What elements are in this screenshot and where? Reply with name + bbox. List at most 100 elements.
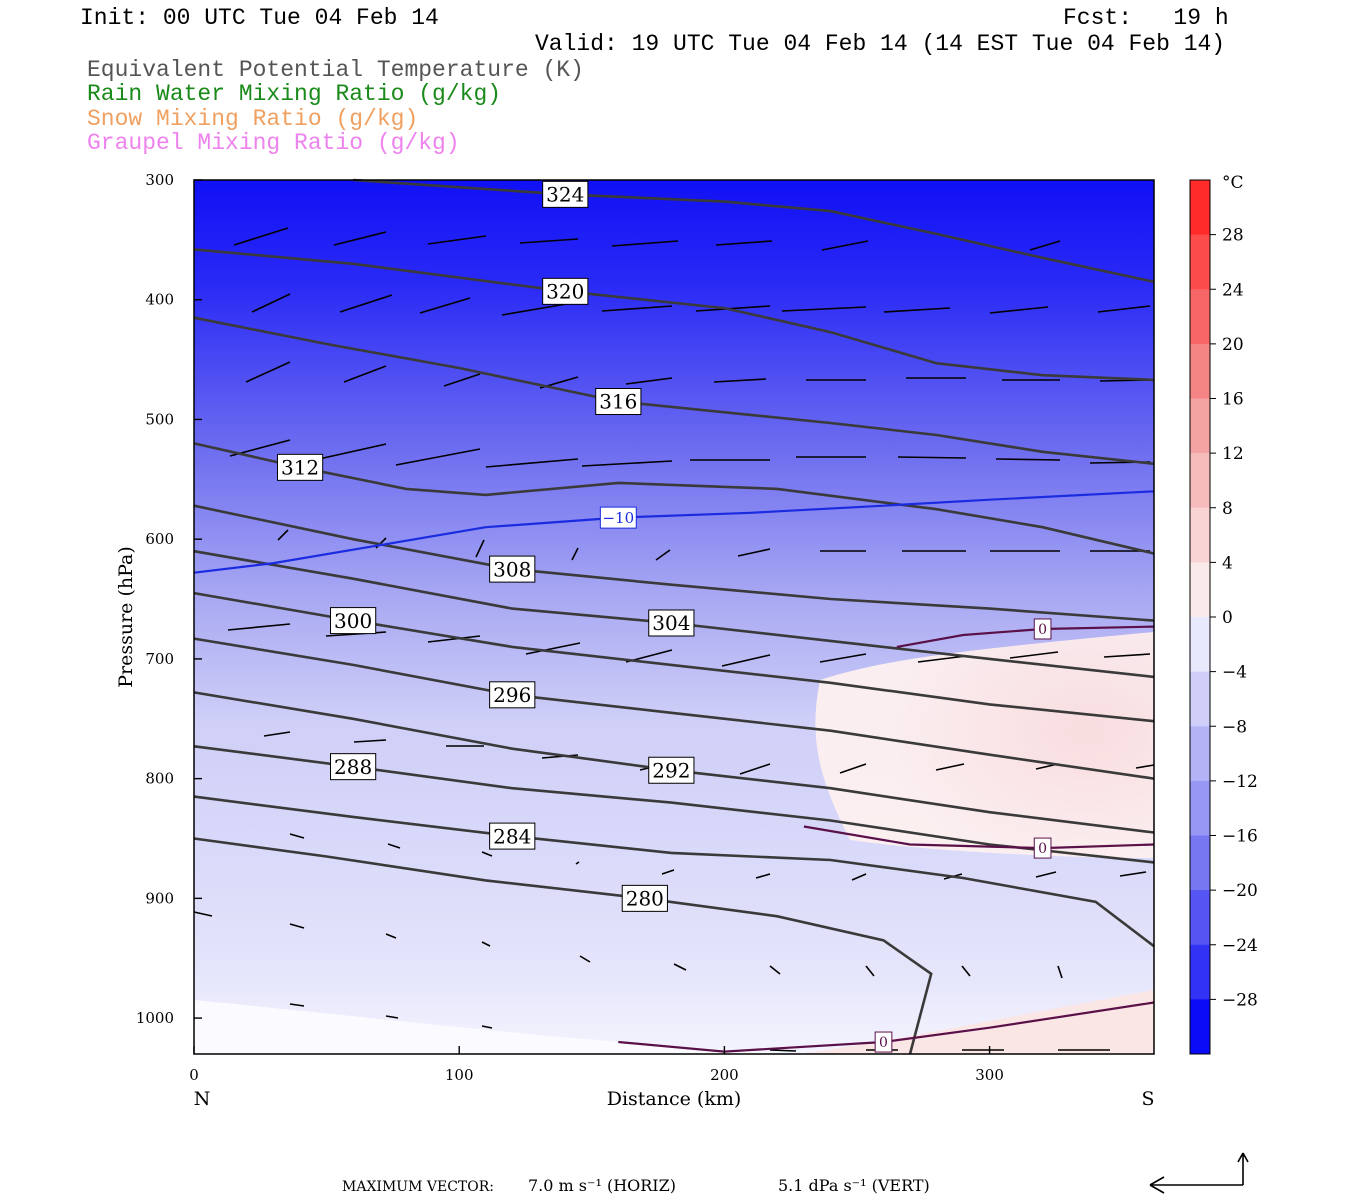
- x-axis-right-end: S: [1141, 1088, 1154, 1110]
- temperature-label-3: 0: [879, 1035, 888, 1051]
- wind-vector: [1009, 651, 1059, 659]
- forecast-hour: Fcst: 19 h: [1063, 5, 1229, 31]
- colorbar-tick-label: 20: [1222, 335, 1244, 355]
- theta-e-label-292: 292: [652, 758, 690, 782]
- wind-vector: [851, 873, 867, 881]
- y-tick-label: 500: [145, 410, 174, 428]
- wind-vector: [251, 293, 291, 313]
- theta-e-contour-284: [193, 795, 1155, 948]
- wind-vector: [661, 869, 675, 875]
- wind-vector: [695, 305, 771, 312]
- theta-e-label-284: 284: [493, 824, 531, 848]
- wind-vector: [655, 549, 671, 561]
- theta-e-label-320-box: [542, 277, 589, 305]
- colorbar-tick-label: −20: [1222, 881, 1258, 901]
- wind-vector: [343, 365, 387, 383]
- x-tick-label: 100: [445, 1066, 474, 1084]
- wind-vector: [245, 361, 291, 383]
- y-tick-label: 400: [145, 291, 174, 309]
- theta-e-label-316: 316: [599, 390, 637, 414]
- theta-e-label-308: 308: [493, 557, 531, 581]
- wind-vector: [821, 240, 869, 251]
- wind-vector: [739, 763, 771, 775]
- colorbar-segment: [1190, 507, 1210, 563]
- max-vector-vert: 5.1 dPa s⁻¹ (VERT): [778, 1176, 930, 1195]
- colorbar-segment: [1190, 398, 1210, 454]
- legend-snow: Snow Mixing Ratio (g/kg): [87, 106, 419, 132]
- theta-e-label-288: 288: [334, 755, 372, 779]
- theta-e-label-280: 280: [626, 887, 664, 911]
- max-vector-horiz: 7.0 m s⁻¹ (HORIZ): [528, 1176, 676, 1195]
- init-time: Init: 00 UTC Tue 04 Feb 14: [80, 5, 439, 31]
- wind-vector: [427, 235, 487, 245]
- colorbar-tick-label: 0: [1222, 608, 1233, 628]
- wind-vector: [611, 240, 679, 247]
- theta-e-label-292-box: [648, 756, 695, 784]
- theta-e-label-304: 304: [652, 611, 690, 635]
- colorbar-unit: °C: [1222, 173, 1244, 193]
- wind-vector: [601, 305, 673, 312]
- wind-vector: [1135, 764, 1155, 769]
- colorbar-tick-label: −28: [1222, 990, 1258, 1010]
- reference-vector-arrows: [1149, 1152, 1249, 1194]
- wind-vector: [333, 231, 387, 246]
- wind-vector: [385, 1015, 399, 1019]
- colorbar-segment: [1190, 234, 1210, 290]
- temperature-label-0: −10: [602, 509, 634, 527]
- wind-vector: [481, 851, 493, 857]
- colorbar-segment: [1190, 890, 1210, 946]
- colorbar-segment: [1190, 835, 1210, 891]
- wind-vector: [193, 911, 213, 917]
- wind-vector: [769, 1049, 797, 1052]
- colorbar-segment: [1190, 289, 1210, 345]
- x-axis-left-end: N: [194, 1088, 211, 1110]
- temperature-contour-2: [803, 825, 1155, 850]
- theta-e-label-304-box: [648, 609, 695, 637]
- wind-vector: [1057, 965, 1063, 979]
- temperature-colorbar: 28 24 20 16 12 8 4 0 −4 −8 −12 −16 −20 −24 −28: [1189, 179, 1258, 1055]
- colorbar-tick-label: −12: [1222, 772, 1258, 792]
- colorbar-tick-label: −4: [1222, 663, 1247, 683]
- colorbar-segment: [1190, 343, 1210, 399]
- colorbar-segment: [1190, 780, 1210, 836]
- colorbar-tick-label: 4: [1222, 553, 1233, 573]
- wind-vector: [481, 941, 491, 947]
- wind-vector: [353, 739, 387, 743]
- wind-vector: [625, 377, 673, 385]
- theta-e-label-300: 300: [334, 609, 372, 633]
- wind-vector: [475, 539, 485, 558]
- max-vector-footer: MAXIMUM VECTOR: 7.0 m s⁻¹ (HORIZ) 5.1 dP…: [342, 1152, 1249, 1195]
- colorbar-segment: [1190, 726, 1210, 782]
- wind-vector: [897, 456, 967, 459]
- legend-theta-e: Equivalent Potential Temperature (K): [87, 57, 584, 83]
- colorbar-segment: [1190, 180, 1210, 236]
- max-vector-label: MAXIMUM VECTOR:: [342, 1179, 494, 1195]
- plot-area: 324 320 316 312 308 304 300 296 292 288 284 280 −10 0…: [193, 178, 1155, 1055]
- legend-graupel: Graupel Mixing Ratio (g/kg): [87, 130, 460, 156]
- wind-vector: [277, 529, 289, 541]
- theta-e-contour-320: [193, 248, 1155, 382]
- wind-vector: [1119, 871, 1147, 877]
- y-tick-label: 800: [145, 770, 174, 788]
- wind-vector: [839, 763, 867, 774]
- wind-vector: [519, 238, 579, 244]
- wind-vector: [721, 654, 771, 667]
- colorbar-tick-label: 24: [1222, 280, 1244, 300]
- colorbar-tick-label: −16: [1222, 827, 1258, 847]
- x-axis-ticks: 0 100 200 300: [189, 1046, 1004, 1084]
- colorbar-tick-label: −8: [1222, 717, 1247, 737]
- theta-e-contour-312: [193, 442, 1155, 555]
- wind-vector: [579, 955, 591, 963]
- wind-vector: [737, 548, 771, 557]
- wind-vector: [485, 458, 579, 468]
- y-axis-ticks: 300 400 500 600 700 800 900 1000: [136, 171, 202, 1027]
- y-tick-label: 900: [145, 889, 174, 907]
- theta-e-label-296-box: [489, 681, 536, 709]
- wind-vector: [525, 642, 581, 655]
- wind-vector: [865, 965, 875, 977]
- colorbar-segment: [1190, 671, 1210, 727]
- wind-vector: [443, 373, 481, 387]
- colorbar-tick-label: −24: [1222, 936, 1258, 956]
- colorbar-tick-label: 16: [1222, 390, 1244, 410]
